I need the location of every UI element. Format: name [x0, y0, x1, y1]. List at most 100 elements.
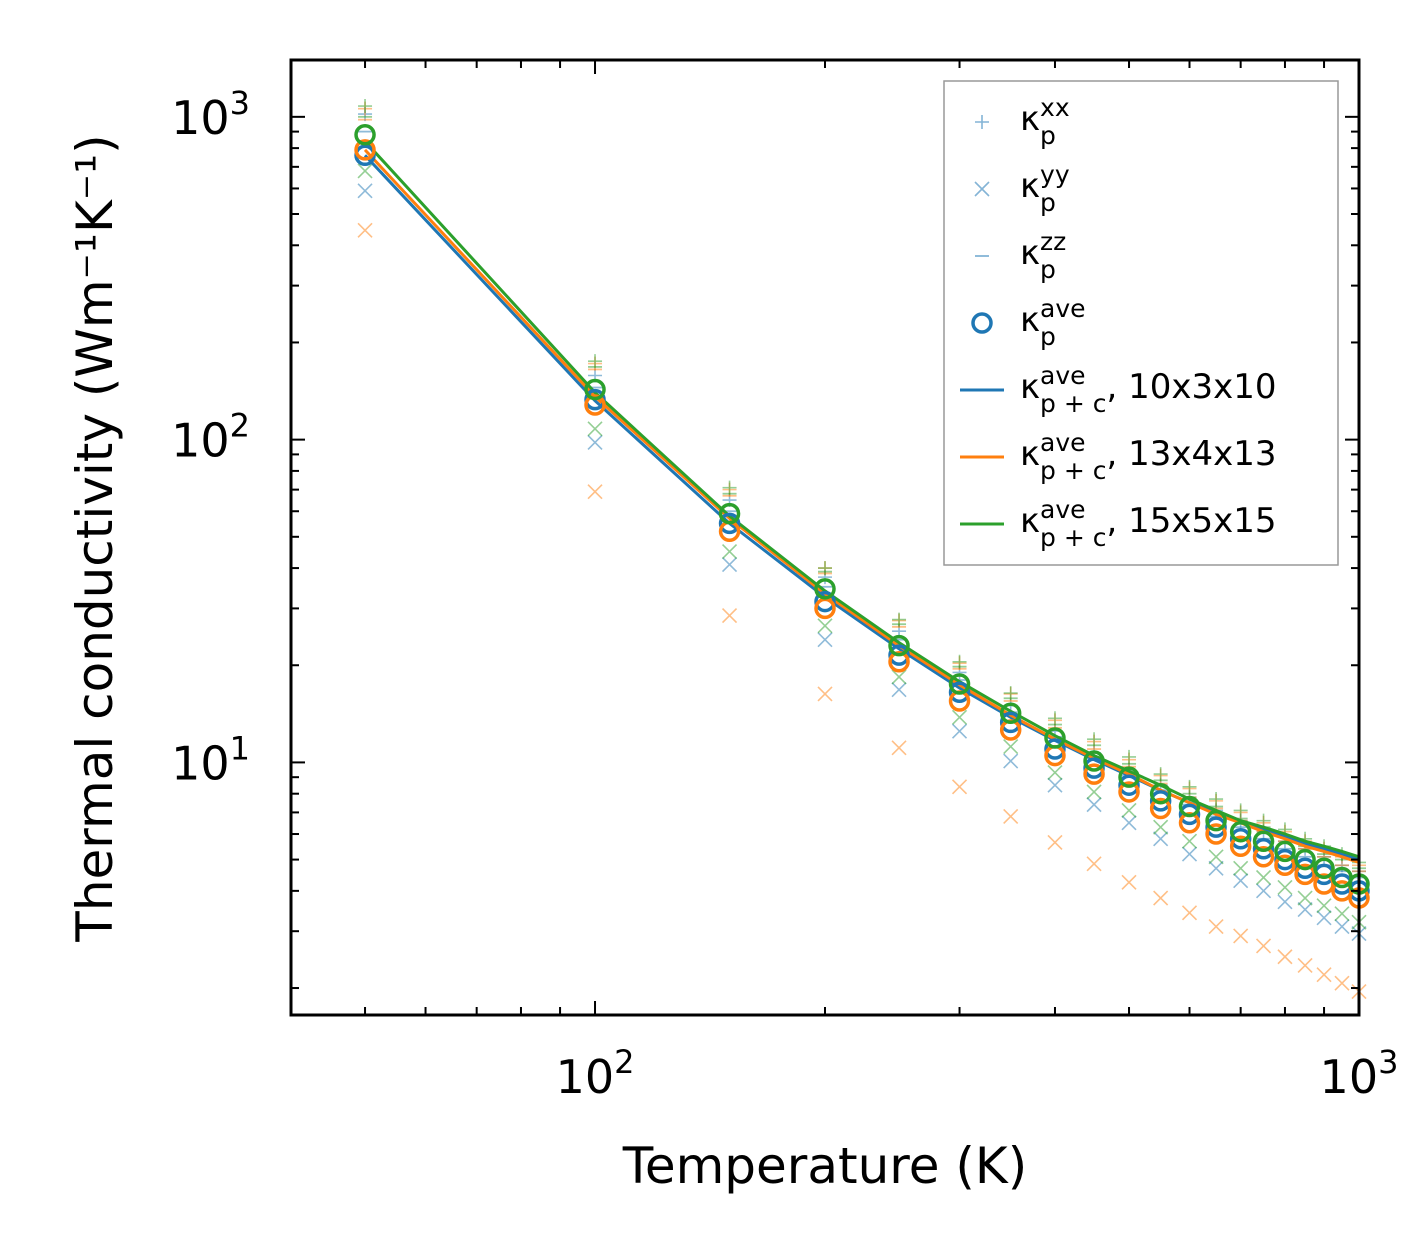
- point-yy-10x3x10-550: [1153, 831, 1169, 847]
- point-ave-10x3x10-650-glyph: [1205, 816, 1227, 838]
- point-ave-13x4x13-50-glyph: [354, 139, 376, 161]
- point-xx-15x5x15-750: [1256, 813, 1271, 828]
- y-tick-label-100-exp: 2: [230, 407, 250, 445]
- line-kappa-pc-15x5x15: [363, 140, 1360, 859]
- legend-label-sub: p + c: [1040, 389, 1106, 418]
- point-ave-10x3x10-500: [1118, 774, 1140, 796]
- point-yy-15x5x15-700-glyph: [1233, 860, 1249, 876]
- point-ave-15x5x15-150-glyph: [718, 502, 741, 525]
- point-ave-13x4x13-100-glyph: [584, 394, 606, 416]
- point-yy-13x4x13-200-glyph: [817, 686, 833, 702]
- point-ave-13x4x13-700-glyph: [1229, 835, 1252, 857]
- point-ave-15x5x15-850-glyph: [1294, 848, 1316, 871]
- legend-label: κzz p: [1020, 227, 1066, 284]
- point-ave-13x4x13-900: [1313, 873, 1335, 895]
- point-ave-13x4x13-500-glyph: [1118, 781, 1140, 803]
- legend-label-base: κ: [1020, 501, 1040, 541]
- point-ave-10x3x10-250-glyph: [888, 644, 910, 666]
- legend-label-sup: ave: [1040, 495, 1086, 524]
- point-ave-15x5x15-50-glyph: [354, 124, 376, 146]
- legend-label-suffix: , 10x3x10: [1107, 367, 1277, 407]
- point-xx-15x5x15-700-glyph: [1233, 803, 1248, 818]
- point-yy-13x4x13-800: [1277, 949, 1293, 965]
- point-yy-13x4x13-300-glyph: [951, 779, 968, 795]
- point-ave-13x4x13-450-glyph: [1083, 763, 1105, 785]
- point-yy-15x5x15-600-glyph: [1181, 833, 1198, 849]
- point-ave-10x3x10-200: [814, 590, 836, 613]
- legend-label-sup: zz: [1040, 227, 1066, 256]
- point-yy-10x3x10-750-glyph: [1255, 883, 1272, 899]
- point-yy-13x4x13-950: [1334, 975, 1350, 991]
- legend-label-sub: p: [1040, 255, 1056, 284]
- x-tick-label-1000-exp: 3: [1378, 1043, 1398, 1081]
- point-ave-10x3x10-550-glyph: [1149, 790, 1172, 812]
- point-xx-15x5x15-50-glyph: [358, 99, 373, 114]
- point-ave-15x5x15-600-glyph: [1178, 795, 1201, 818]
- point-xx-15x5x15-150-glyph: [722, 480, 737, 495]
- point-yy-10x3x10-800: [1277, 894, 1293, 910]
- point-xx-15x5x15-500: [1122, 749, 1137, 764]
- point-yy-15x5x15-750-glyph: [1255, 869, 1272, 886]
- point-yy-13x4x13-350: [1003, 808, 1019, 825]
- point-yy-13x4x13-50: [357, 222, 373, 238]
- legend-symbol: [975, 115, 989, 129]
- point-yy-15x5x15-650: [1208, 849, 1224, 865]
- point-xx-15x5x15-550: [1153, 767, 1168, 782]
- point-yy-15x5x15-950-glyph: [1334, 906, 1350, 922]
- point-yy-10x3x10-800-glyph: [1277, 894, 1293, 910]
- point-xx-15x5x15-400-glyph: [1047, 711, 1062, 726]
- point-ave-10x3x10-250: [888, 644, 910, 666]
- legend-label-sup: ave: [1040, 294, 1086, 323]
- y-tick-label-1000-exp: 3: [230, 84, 250, 122]
- point-yy-10x3x10-500: [1121, 815, 1137, 831]
- legend-entry-3: κave p: [971, 294, 1086, 351]
- point-yy-15x5x15-550: [1153, 819, 1169, 835]
- point-ave-10x3x10-600-glyph: [1178, 803, 1201, 826]
- point-yy-10x3x10-400: [1047, 777, 1063, 793]
- point-ave-15x5x15-450: [1083, 750, 1105, 772]
- legend-label: κave p: [1020, 294, 1086, 351]
- point-yy-10x3x10-750: [1255, 883, 1272, 899]
- point-yy-15x5x15-200-glyph: [817, 618, 833, 634]
- point-yy-15x5x15-250-glyph: [891, 669, 907, 685]
- point-ave-13x4x13-450: [1083, 763, 1105, 785]
- point-yy-15x5x15-850-glyph: [1297, 890, 1313, 906]
- point-yy-13x4x13-850-glyph: [1297, 957, 1313, 973]
- legend-label-sub: p: [1040, 121, 1056, 150]
- point-ave-15x5x15-350-glyph: [999, 702, 1022, 725]
- point-yy-15x5x15-450-glyph: [1086, 784, 1102, 800]
- legend-box: [943, 80, 1339, 566]
- legend-label-base: κ: [1020, 166, 1040, 206]
- point-yy-15x5x15-300: [951, 709, 968, 725]
- point-ave-13x4x13-800: [1274, 854, 1296, 877]
- point-yy-10x3x10-50: [357, 183, 373, 199]
- point-yy-10x3x10-500-glyph: [1121, 815, 1137, 831]
- legend-label-base: κ: [1020, 99, 1040, 139]
- y-tick-label-10: 101: [171, 729, 250, 790]
- point-yy-15x5x15-800-glyph: [1277, 879, 1293, 895]
- point-xx-15x5x15-700: [1233, 803, 1248, 818]
- point-ave-15x5x15-500: [1118, 766, 1140, 788]
- point-ave-15x5x15-750-glyph: [1252, 830, 1275, 852]
- point-yy-13x4x13-650: [1208, 919, 1224, 935]
- plot-marks: [354, 99, 1370, 1000]
- legend-label: κave p + c, 15x5x15: [1020, 495, 1277, 552]
- point-xx-15x5x15-450-glyph: [1087, 732, 1102, 747]
- point-yy-15x5x15-100: [587, 421, 603, 437]
- legend-label: κave p + c, 10x3x10: [1020, 361, 1277, 418]
- point-yy-13x4x13-100-glyph: [587, 484, 603, 500]
- legend-entry-5: κave p + c, 13x4x13: [960, 428, 1277, 485]
- point-ave-13x4x13-100: [584, 394, 606, 416]
- point-yy-15x5x15-850: [1297, 890, 1313, 906]
- legend-entry-2: κzz p: [975, 227, 1066, 284]
- point-yy-13x4x13-150: [721, 608, 738, 624]
- point-yy-13x4x13-400-glyph: [1047, 834, 1063, 851]
- point-ave-15x5x15-250-glyph: [888, 634, 910, 657]
- point-ave-15x5x15-600: [1178, 795, 1201, 818]
- point-yy-10x3x10-950-glyph: [1334, 919, 1350, 935]
- point-yy-10x3x10-450: [1086, 797, 1102, 813]
- point-xx-15x5x15-400: [1047, 711, 1062, 726]
- point-yy-10x3x10-850: [1297, 902, 1313, 918]
- point-yy-13x4x13-750: [1255, 938, 1272, 954]
- point-ave-13x4x13-750: [1252, 846, 1275, 868]
